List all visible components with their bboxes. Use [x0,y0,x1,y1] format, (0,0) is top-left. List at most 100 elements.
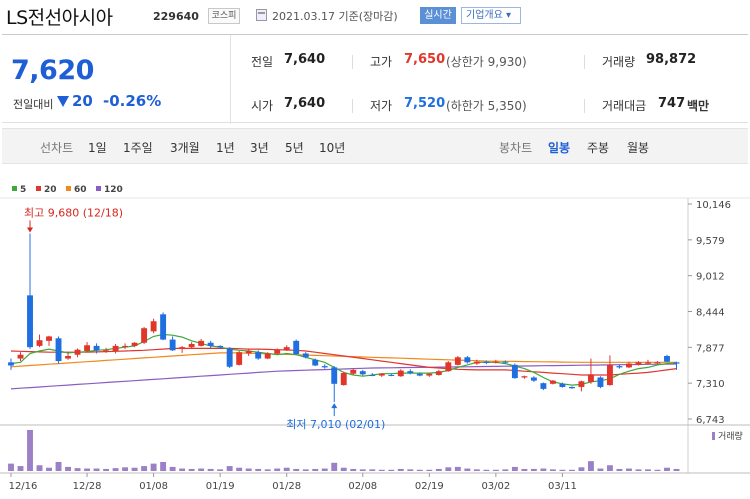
ma120-line [10,363,677,390]
volume-bar [198,468,205,471]
candle-body [549,380,556,384]
period-5y[interactable]: 5년 [285,141,304,155]
volume-bar [540,468,547,471]
divider [352,55,353,69]
candle-body [226,348,233,367]
candle-body [264,353,271,359]
volume-bar [388,469,395,471]
lower-limit: (하한가 5,350) [446,99,527,113]
price-change: 20 [72,92,93,110]
legend-swatch-20 [36,186,41,191]
volume-bar [141,466,148,471]
company-info-dropdown[interactable]: 기업개요 ▾ [461,7,521,24]
volume-bar [179,468,186,471]
volume-bar [169,466,176,471]
candle-body [511,364,518,379]
volume-bar [283,467,290,471]
volume-bar [645,469,651,471]
y-tick-label: 7,310 [696,379,725,390]
candle-body [141,328,148,343]
candle-body [616,366,623,368]
candle-body [65,356,71,359]
x-tick-label: 12/16 [9,481,38,492]
volume-bar [74,468,81,471]
candle-body [473,361,480,364]
prev-diff-label: 전일대비 [13,98,54,111]
down-arrow-icon [57,96,69,107]
volume-bar [502,469,509,471]
stock-name: LS전선아시아 [6,7,113,29]
candle-body [568,386,575,389]
open-label: 시가 [251,99,274,113]
volume-bar [559,469,566,471]
volume-bar [160,461,167,471]
volume-bar [103,468,110,471]
volume-bar [673,468,680,471]
volume-bar [473,469,480,471]
volume-bar [483,469,490,471]
volume-bar [664,467,670,471]
volume-bar [445,467,452,471]
candle-body [559,383,566,387]
low-arrow-icon [331,403,338,409]
market-badge: 코스피 [208,8,240,24]
price-change-percent: -0.26% [103,92,162,110]
volume-label: 거래량 [602,55,636,69]
candle-body [626,363,632,368]
candle-body [321,366,328,368]
candle-body [578,381,585,387]
period-1w[interactable]: 1주일 [123,141,153,155]
stock-chart[interactable]: 5 20 60 120 10,146 9,579 9,012 8,444 7,877 7,310 6… [0,180,750,499]
volume-bar [65,466,71,471]
legend-swatch-60 [66,186,71,191]
ma20-line [10,347,677,376]
volume-bar [549,469,556,471]
candle-body [492,361,499,363]
volume-bar [331,462,338,471]
volume-bar [17,466,24,471]
candle-body [198,340,205,346]
open-value: 7,640 [284,96,326,111]
candle-body [521,376,528,378]
x-tick-label: 02/19 [415,481,444,492]
legend-label-20: 20 [44,185,57,195]
volume-bar [150,463,157,471]
volume-bar [207,468,214,471]
volume-bar [397,468,404,471]
volume-bar [131,467,138,471]
period-10y[interactable]: 10년 [319,141,346,155]
chart-svg[interactable]: 5 20 60 120 10,146 9,579 9,012 8,444 7,877 7,310 6… [0,180,750,499]
candle-body [122,345,129,347]
candle-daily[interactable]: 일봉 [548,141,571,155]
period-3m[interactable]: 3개월 [170,141,200,155]
volume-bar [407,469,414,471]
volume-bar [464,468,471,471]
volume-bar [188,468,195,471]
realtime-button[interactable]: 실시간 [420,7,456,24]
period-3y[interactable]: 3년 [250,141,269,155]
candle-body [645,362,651,364]
candle-body [435,371,442,375]
volume-label: 거래량 [718,430,743,442]
volume-bar [416,469,423,471]
volume-bar [606,465,613,471]
x-tick-label: 12/28 [73,481,102,492]
divider [352,99,353,113]
amount-unit: 백만 [687,99,710,113]
volume-bar [312,468,319,471]
upper-limit: (상한가 9,930) [446,55,527,69]
candle-monthly[interactable]: 월봉 [627,141,650,155]
volume-bar [616,468,623,471]
volume-bar [236,467,243,471]
candle-body [36,340,43,346]
volume-bar [302,469,309,471]
volume-bar [84,468,91,471]
y-tick-label: 8,444 [696,308,725,319]
period-1y[interactable]: 1년 [216,141,235,155]
candle-body [84,345,91,351]
low-value: 7,520 [404,96,446,111]
legend-swatch-5 [12,186,17,191]
period-1d[interactable]: 1일 [88,141,107,155]
candle-weekly[interactable]: 주봉 [587,141,610,155]
x-tick-label: 02/08 [348,481,377,492]
